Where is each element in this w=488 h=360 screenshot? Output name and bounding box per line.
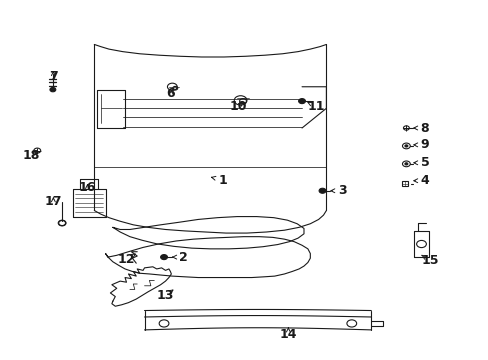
Circle shape [50, 87, 56, 92]
Text: 4: 4 [420, 174, 428, 187]
Text: 3: 3 [337, 184, 346, 197]
Text: 17: 17 [44, 195, 62, 208]
Text: 13: 13 [157, 289, 174, 302]
Text: 14: 14 [279, 328, 297, 341]
Text: 12: 12 [118, 253, 135, 266]
Text: 1: 1 [218, 174, 226, 186]
Text: 10: 10 [229, 100, 247, 113]
Text: 7: 7 [49, 69, 58, 82]
Circle shape [404, 145, 407, 147]
Text: 5: 5 [420, 156, 428, 169]
Circle shape [298, 99, 305, 104]
Circle shape [404, 163, 407, 165]
Text: 11: 11 [307, 100, 325, 113]
Text: 16: 16 [79, 181, 96, 194]
Circle shape [160, 255, 167, 260]
Text: 6: 6 [166, 87, 174, 100]
Text: 8: 8 [420, 122, 428, 135]
Circle shape [319, 188, 325, 193]
Text: 18: 18 [22, 149, 40, 162]
Text: 15: 15 [421, 254, 439, 267]
Text: 9: 9 [420, 138, 428, 151]
Text: 2: 2 [179, 251, 187, 264]
Bar [402, 181, 407, 186]
